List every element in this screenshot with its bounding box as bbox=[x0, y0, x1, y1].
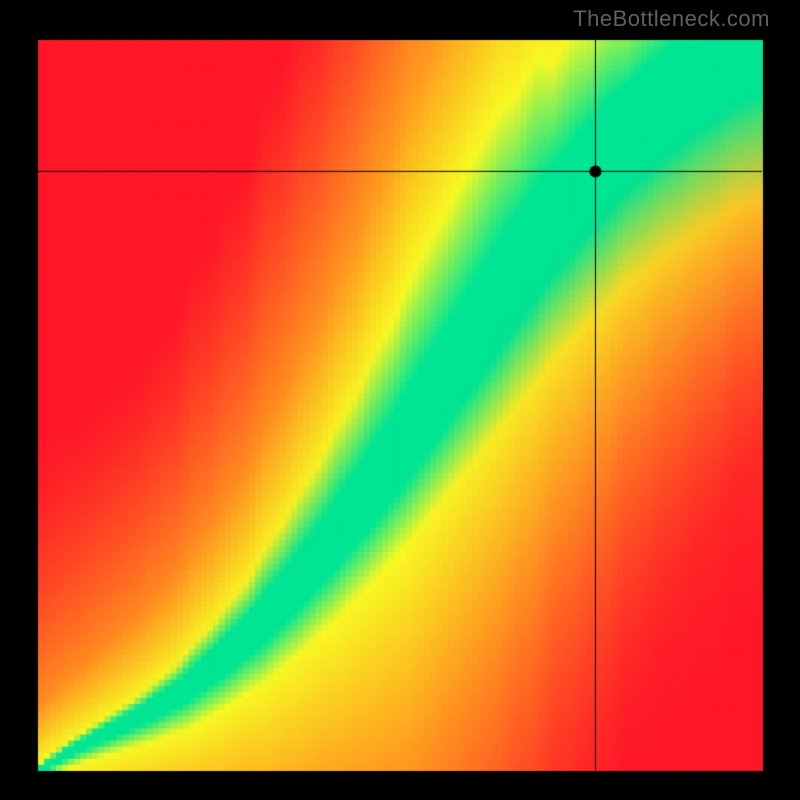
bottleneck-heatmap bbox=[0, 0, 800, 800]
watermark-text: TheBottleneck.com bbox=[573, 6, 770, 32]
